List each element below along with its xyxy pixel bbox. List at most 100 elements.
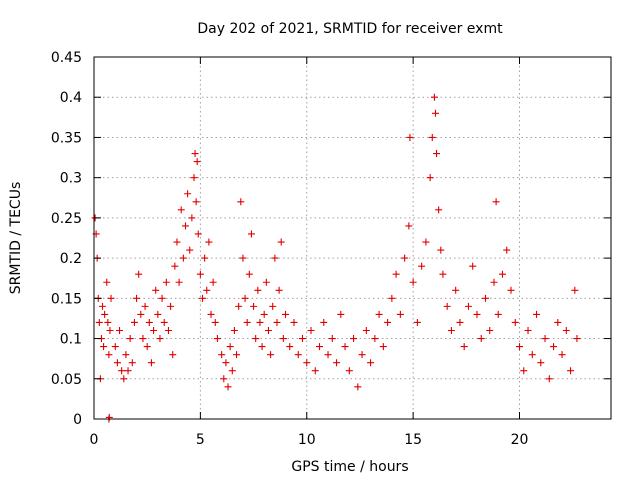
- data-point: [173, 238, 181, 246]
- data-point: [122, 351, 130, 359]
- data-point: [358, 351, 366, 359]
- data-point: [428, 133, 436, 141]
- data-point: [367, 359, 375, 367]
- data-point: [156, 335, 164, 343]
- y-tick-label: 0.2: [60, 251, 82, 267]
- data-point: [199, 294, 207, 302]
- data-point: [213, 335, 221, 343]
- data-point: [418, 262, 426, 270]
- x-tick-label: 5: [196, 432, 205, 448]
- data-point: [105, 351, 113, 359]
- data-point: [150, 327, 158, 335]
- data-point: [494, 310, 502, 318]
- data-point: [258, 343, 266, 351]
- data-point: [104, 318, 112, 326]
- data-point: [350, 335, 358, 343]
- data-point: [130, 318, 138, 326]
- data-point: [311, 367, 319, 375]
- data-point: [239, 254, 247, 262]
- y-axis-label: SRMTID / TECUs: [8, 182, 24, 295]
- data-point: [162, 278, 170, 286]
- data-point: [486, 327, 494, 335]
- data-point: [409, 278, 417, 286]
- data-point: [247, 230, 255, 238]
- data-point: [384, 318, 392, 326]
- data-point: [498, 270, 506, 278]
- y-tick-label: 0.1: [60, 332, 82, 348]
- data-point: [275, 286, 283, 294]
- data-point: [362, 327, 370, 335]
- chart-title: Day 202 of 2021, SRMTID for receiver exm…: [197, 21, 503, 37]
- data-point: [124, 367, 132, 375]
- data-point: [324, 351, 332, 359]
- data-point: [426, 174, 434, 182]
- data-point: [135, 270, 143, 278]
- data-point: [203, 286, 211, 294]
- data-point: [145, 318, 153, 326]
- data-point: [218, 351, 226, 359]
- y-tick-label: 0.3: [60, 171, 82, 187]
- data-point: [473, 310, 481, 318]
- data-point: [456, 318, 464, 326]
- data-point: [262, 278, 270, 286]
- data-point: [241, 294, 249, 302]
- data-point: [271, 254, 279, 262]
- x-tick-label: 0: [90, 432, 99, 448]
- data-point: [477, 335, 485, 343]
- data-point: [243, 318, 251, 326]
- data-point: [113, 359, 121, 367]
- data-point: [143, 343, 151, 351]
- data-point: [158, 294, 166, 302]
- data-point: [294, 351, 302, 359]
- data-point: [511, 318, 519, 326]
- data-point: [541, 335, 549, 343]
- data-point: [277, 238, 285, 246]
- data-point: [430, 93, 438, 101]
- data-point: [528, 351, 536, 359]
- data-point: [550, 343, 558, 351]
- x-tick-label: 20: [511, 432, 529, 448]
- data-point: [169, 351, 177, 359]
- data-point: [107, 294, 115, 302]
- data-point: [307, 327, 315, 335]
- data-point: [567, 367, 575, 375]
- data-point: [147, 359, 155, 367]
- data-point: [503, 246, 511, 254]
- data-point: [193, 158, 201, 166]
- y-tick-label: 0.35: [51, 130, 82, 146]
- data-point: [320, 318, 328, 326]
- data-point: [103, 278, 111, 286]
- data-point: [118, 367, 126, 375]
- data-point: [392, 270, 400, 278]
- data-point: [101, 310, 109, 318]
- data-point: [167, 302, 175, 310]
- data-point: [396, 310, 404, 318]
- data-point: [177, 206, 185, 214]
- data-point: [435, 206, 443, 214]
- data-point: [186, 246, 194, 254]
- data-point: [256, 318, 264, 326]
- data-point: [469, 262, 477, 270]
- y-tick-label: 0.45: [51, 50, 82, 66]
- data-point: [388, 294, 396, 302]
- data-point: [333, 359, 341, 367]
- data-point: [267, 351, 275, 359]
- data-point: [188, 214, 196, 222]
- y-tick-label: 0.05: [51, 372, 82, 388]
- data-point: [192, 198, 200, 206]
- data-point: [345, 367, 353, 375]
- data-point: [281, 310, 289, 318]
- data-point: [207, 310, 215, 318]
- data-point: [264, 327, 272, 335]
- data-point: [100, 343, 108, 351]
- data-point: [431, 109, 439, 117]
- data-point: [191, 150, 199, 158]
- data-point: [316, 343, 324, 351]
- data-point: [205, 238, 213, 246]
- data-point: [237, 198, 245, 206]
- data-point: [201, 254, 209, 262]
- data-point: [152, 286, 160, 294]
- data-point: [164, 327, 172, 335]
- data-point: [137, 310, 145, 318]
- data-point: [413, 318, 421, 326]
